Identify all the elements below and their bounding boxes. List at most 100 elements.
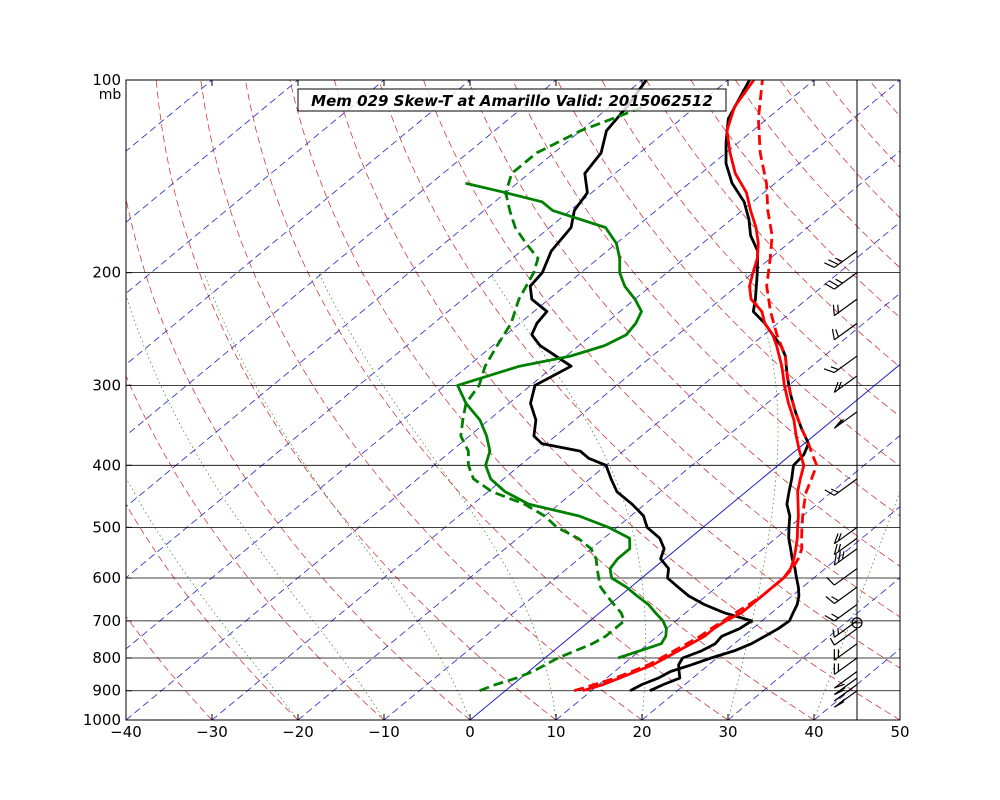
isotherm-line <box>126 80 557 437</box>
wind-barb-flag <box>831 596 839 602</box>
x-tick-label: −30 <box>196 723 228 741</box>
wind-barb-shaft <box>833 526 858 545</box>
wind-barb-flag <box>834 683 845 689</box>
wind-barb <box>825 586 858 605</box>
wind-barb <box>831 322 858 341</box>
x-tick-label: 20 <box>632 723 651 741</box>
y-tick-label: 300 <box>92 376 121 394</box>
y-tick-label: 700 <box>92 612 121 630</box>
wind-barb-flag <box>826 576 835 586</box>
dry-adiabats <box>126 80 900 720</box>
isotherm-line <box>126 80 900 720</box>
isotherm-line <box>555 435 900 720</box>
wind-barb-flag <box>824 489 835 496</box>
wind-barb-shaft <box>833 677 858 696</box>
wind-barb-flag <box>835 329 839 338</box>
wind-barb-flag <box>838 692 846 699</box>
wind-barb-flag <box>825 596 835 605</box>
wind-barb <box>833 526 858 545</box>
wind-barb-shaft <box>833 548 858 566</box>
wind-barb-flag <box>838 687 846 693</box>
sounding-series-line <box>573 80 819 693</box>
wind-barb-flag <box>828 259 839 266</box>
dry-adiabat-line <box>467 80 900 567</box>
wind-barb-flag <box>833 533 839 545</box>
wind-barb-shaft <box>833 671 858 689</box>
dry-adiabat-line <box>645 80 900 368</box>
wind-barb <box>833 411 858 429</box>
y-axis-ticks: 100 200 300 400 500 600 700 800 900 1000 <box>83 71 132 729</box>
wind-barb-shaft <box>833 411 858 429</box>
y-tick-label: 600 <box>92 569 121 587</box>
x-tick-label: 0 <box>465 723 475 741</box>
x-tick-label: 40 <box>804 723 823 741</box>
wind-barb-flag <box>837 551 841 563</box>
isotherm-line <box>383 292 900 720</box>
wind-barb-flag <box>837 533 842 542</box>
wind-barb-flag <box>838 698 845 705</box>
isotherm-line <box>126 80 643 508</box>
x-tick-label: 10 <box>546 723 565 741</box>
sounding-series <box>456 80 819 693</box>
wind-barb-flag <box>831 613 839 619</box>
wind-barb <box>824 272 858 290</box>
wind-barb-shaft <box>833 628 858 646</box>
wind-barb <box>833 690 858 708</box>
dry-adiabat-line <box>155 80 557 720</box>
wind-barb <box>833 677 858 696</box>
dry-adiabat-line <box>200 80 643 720</box>
wind-barbs <box>823 250 863 708</box>
wind-barb <box>824 604 858 622</box>
dry-adiabat-line <box>334 80 900 720</box>
wind-barb <box>833 375 858 393</box>
wind-barb-flag <box>830 488 839 493</box>
wind-barb-flag <box>833 554 837 566</box>
isotherm-line <box>641 506 900 720</box>
isotherm-line <box>297 221 900 720</box>
pressure-gridlines <box>126 272 900 692</box>
sounding-series-line <box>629 80 810 692</box>
wind-barb <box>832 298 858 317</box>
wind-barb-flag <box>834 689 845 696</box>
y-tick-label: 100 <box>92 71 121 89</box>
sounding-series-line <box>459 105 645 693</box>
wind-barb-shaft <box>833 643 858 661</box>
dry-adiabat-line <box>126 196 471 720</box>
y-tick-label: 900 <box>92 682 121 700</box>
chart-title-box: Mem 029 Skew-T at Amarillo Valid: 201506… <box>297 88 727 112</box>
dry-adiabat-line <box>423 80 900 618</box>
wind-barb <box>823 355 858 374</box>
wind-barb-flag <box>837 381 842 390</box>
wind-barb-flag <box>837 418 845 426</box>
dry-adiabat-line <box>378 80 900 669</box>
y-tick-label: 800 <box>92 649 121 667</box>
isotherm-line <box>126 80 815 650</box>
wind-barb <box>829 628 858 646</box>
x-tick-label: −40 <box>110 723 142 741</box>
wind-barb-flag <box>834 257 843 263</box>
wind-barb-shaft <box>833 657 858 675</box>
wind-barb-flag <box>834 701 845 708</box>
wind-barb-flag <box>835 278 843 284</box>
wind-barb-flag <box>833 543 838 555</box>
wind-barb-flag <box>830 366 839 371</box>
wind-barb <box>824 250 858 268</box>
x-tick-label: 50 <box>890 723 909 741</box>
isotherm-line <box>126 80 729 579</box>
x-tick-label: −20 <box>282 723 314 741</box>
wind-barb-flag <box>833 381 839 393</box>
wind-barb-shaft <box>833 620 858 638</box>
wind-barb-flag <box>828 280 839 287</box>
dry-adiabat-line <box>289 80 815 720</box>
wind-barb-flag <box>832 629 835 638</box>
x-axis-ticks: −40 −30 −20 −10 0 10 20 30 40 50 <box>110 80 910 741</box>
wind-barb-flag <box>824 283 835 290</box>
wind-barb <box>833 683 858 702</box>
wind-barb-shaft <box>833 568 858 586</box>
wind-barb-flag <box>837 628 840 635</box>
y-tick-label: 400 <box>92 456 121 474</box>
wind-barb <box>833 548 858 566</box>
wind-barb-flag <box>832 304 835 316</box>
